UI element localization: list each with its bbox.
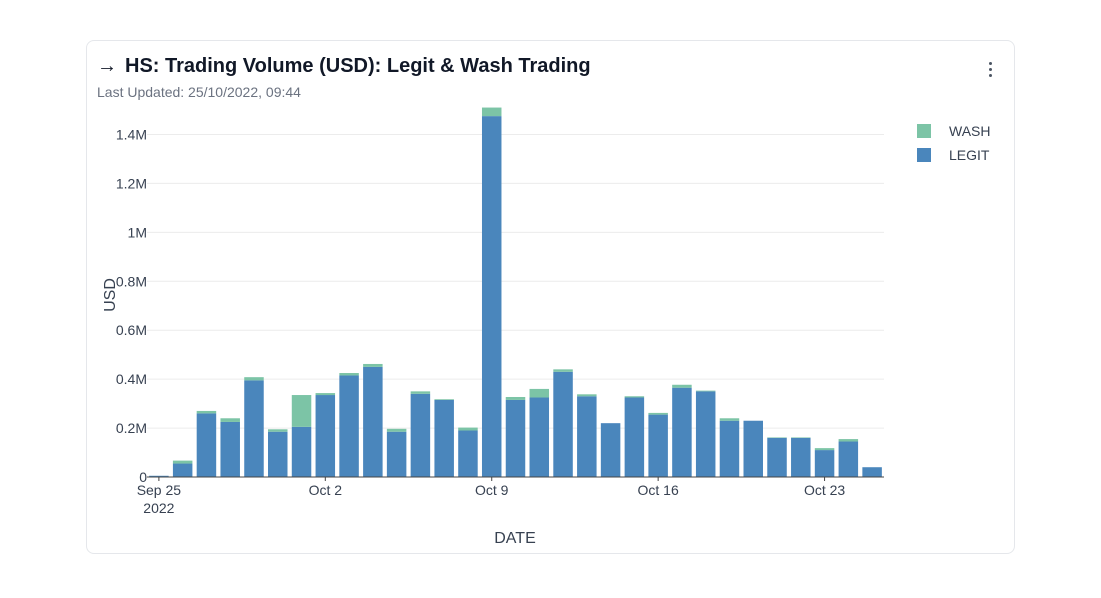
bar-legit <box>838 441 859 477</box>
bar-legit <box>386 431 407 477</box>
bar-wash <box>624 396 645 398</box>
bar-legit <box>315 395 336 477</box>
bar-legit <box>268 431 288 477</box>
bar-legit <box>553 371 573 477</box>
bar-legit <box>695 391 716 477</box>
y-tick-label: 0.6M <box>116 322 147 338</box>
x-tick-labels: Sep 25 2022 Oct 2 Oct 9 Oct 16 Oct 23 <box>137 477 845 516</box>
y-axis-label: USD <box>102 278 119 312</box>
bar-legit <box>862 467 882 477</box>
bar-wash <box>648 412 668 415</box>
bar-legit <box>791 437 811 477</box>
bar-wash <box>814 448 835 451</box>
legend-label-legit: LEGIT <box>949 147 990 163</box>
arrow-right-icon[interactable]: → <box>97 55 117 77</box>
legend: WASH LEGIT <box>917 123 990 163</box>
bar-legit <box>291 426 312 477</box>
bar-wash <box>719 418 740 421</box>
bar-wash <box>672 384 692 388</box>
x-tick-label: Oct 2 <box>309 482 343 498</box>
bar-wash <box>505 396 526 400</box>
bar-wash <box>458 427 478 431</box>
y-tick-label: 0 <box>139 469 147 485</box>
bar-wash <box>220 418 240 422</box>
x-tick-label: Oct 23 <box>804 482 845 498</box>
bars-group <box>149 107 882 477</box>
bar-wash <box>529 388 550 398</box>
legend-swatch-legit <box>917 148 931 162</box>
bar-legit <box>505 399 526 477</box>
bar-legit <box>743 420 763 477</box>
title-row: → HS: Trading Volume (USD): Legit & Wash… <box>97 55 1004 77</box>
x-tick-sublabel: 2022 <box>143 500 174 516</box>
chart-title[interactable]: HS: Trading Volume (USD): Legit & Wash T… <box>125 55 591 77</box>
bar-wash <box>172 460 193 464</box>
bar-legit <box>529 397 550 477</box>
bar-legit <box>434 399 454 477</box>
bar-wash <box>315 393 336 396</box>
bar-legit <box>624 397 645 477</box>
y-tick-label: 1M <box>128 224 147 240</box>
bar-legit <box>672 387 692 477</box>
bar-legit <box>648 414 668 477</box>
y-tick-label: 0.2M <box>116 420 147 436</box>
x-tick-label: Oct 16 <box>638 482 679 498</box>
bar-wash <box>553 369 573 372</box>
bar-legit <box>339 375 359 477</box>
y-tick-label: 1.2M <box>116 175 147 191</box>
x-tick-label: Oct 9 <box>475 482 509 498</box>
y-tick-label: 0.8M <box>116 273 147 289</box>
bar-wash <box>244 377 264 381</box>
bar-wash <box>434 399 454 400</box>
x-tick-label: Sep 25 <box>137 482 182 498</box>
bar-legit <box>149 475 169 477</box>
bar-wash <box>363 363 383 367</box>
chart-card: → HS: Trading Volume (USD): Legit & Wash… <box>86 40 1015 554</box>
bar-wash <box>410 391 431 394</box>
bar-wash <box>386 428 407 432</box>
x-axis-label: DATE <box>494 530 535 547</box>
bar-legit <box>600 423 621 477</box>
bar-legit <box>172 463 193 477</box>
bar-legit <box>410 393 431 477</box>
bar-legit <box>577 396 597 477</box>
legend-swatch-wash <box>917 124 931 138</box>
bar-legit <box>458 430 478 477</box>
bar-legit <box>220 421 240 477</box>
bar-wash <box>291 395 312 427</box>
bar-legit <box>767 437 787 477</box>
bar-legit <box>363 366 383 477</box>
bar-legit <box>244 380 264 477</box>
y-tick-label: 0.4M <box>116 371 147 387</box>
bar-wash <box>838 439 859 442</box>
legend-label-wash: WASH <box>949 123 990 139</box>
bar-wash <box>481 107 502 117</box>
last-updated: Last Updated: 25/10/2022, 09:44 <box>97 84 301 100</box>
y-tick-labels: 0 0.2M 0.4M 0.6M 0.8M 1M 1.2M 1.4M <box>116 126 147 485</box>
bar-legit <box>196 413 217 477</box>
bar-wash <box>695 390 716 392</box>
bar-legit <box>719 420 740 477</box>
more-vertical-icon[interactable] <box>978 57 1002 81</box>
bar-wash <box>268 429 288 432</box>
bar-wash <box>577 394 597 397</box>
card-header: → HS: Trading Volume (USD): Legit & Wash… <box>97 55 1004 105</box>
bar-wash <box>196 410 217 414</box>
bar-legit <box>481 116 502 477</box>
bar-wash <box>339 373 359 376</box>
y-tick-label: 1.4M <box>116 126 147 142</box>
bar-legit <box>814 450 835 477</box>
